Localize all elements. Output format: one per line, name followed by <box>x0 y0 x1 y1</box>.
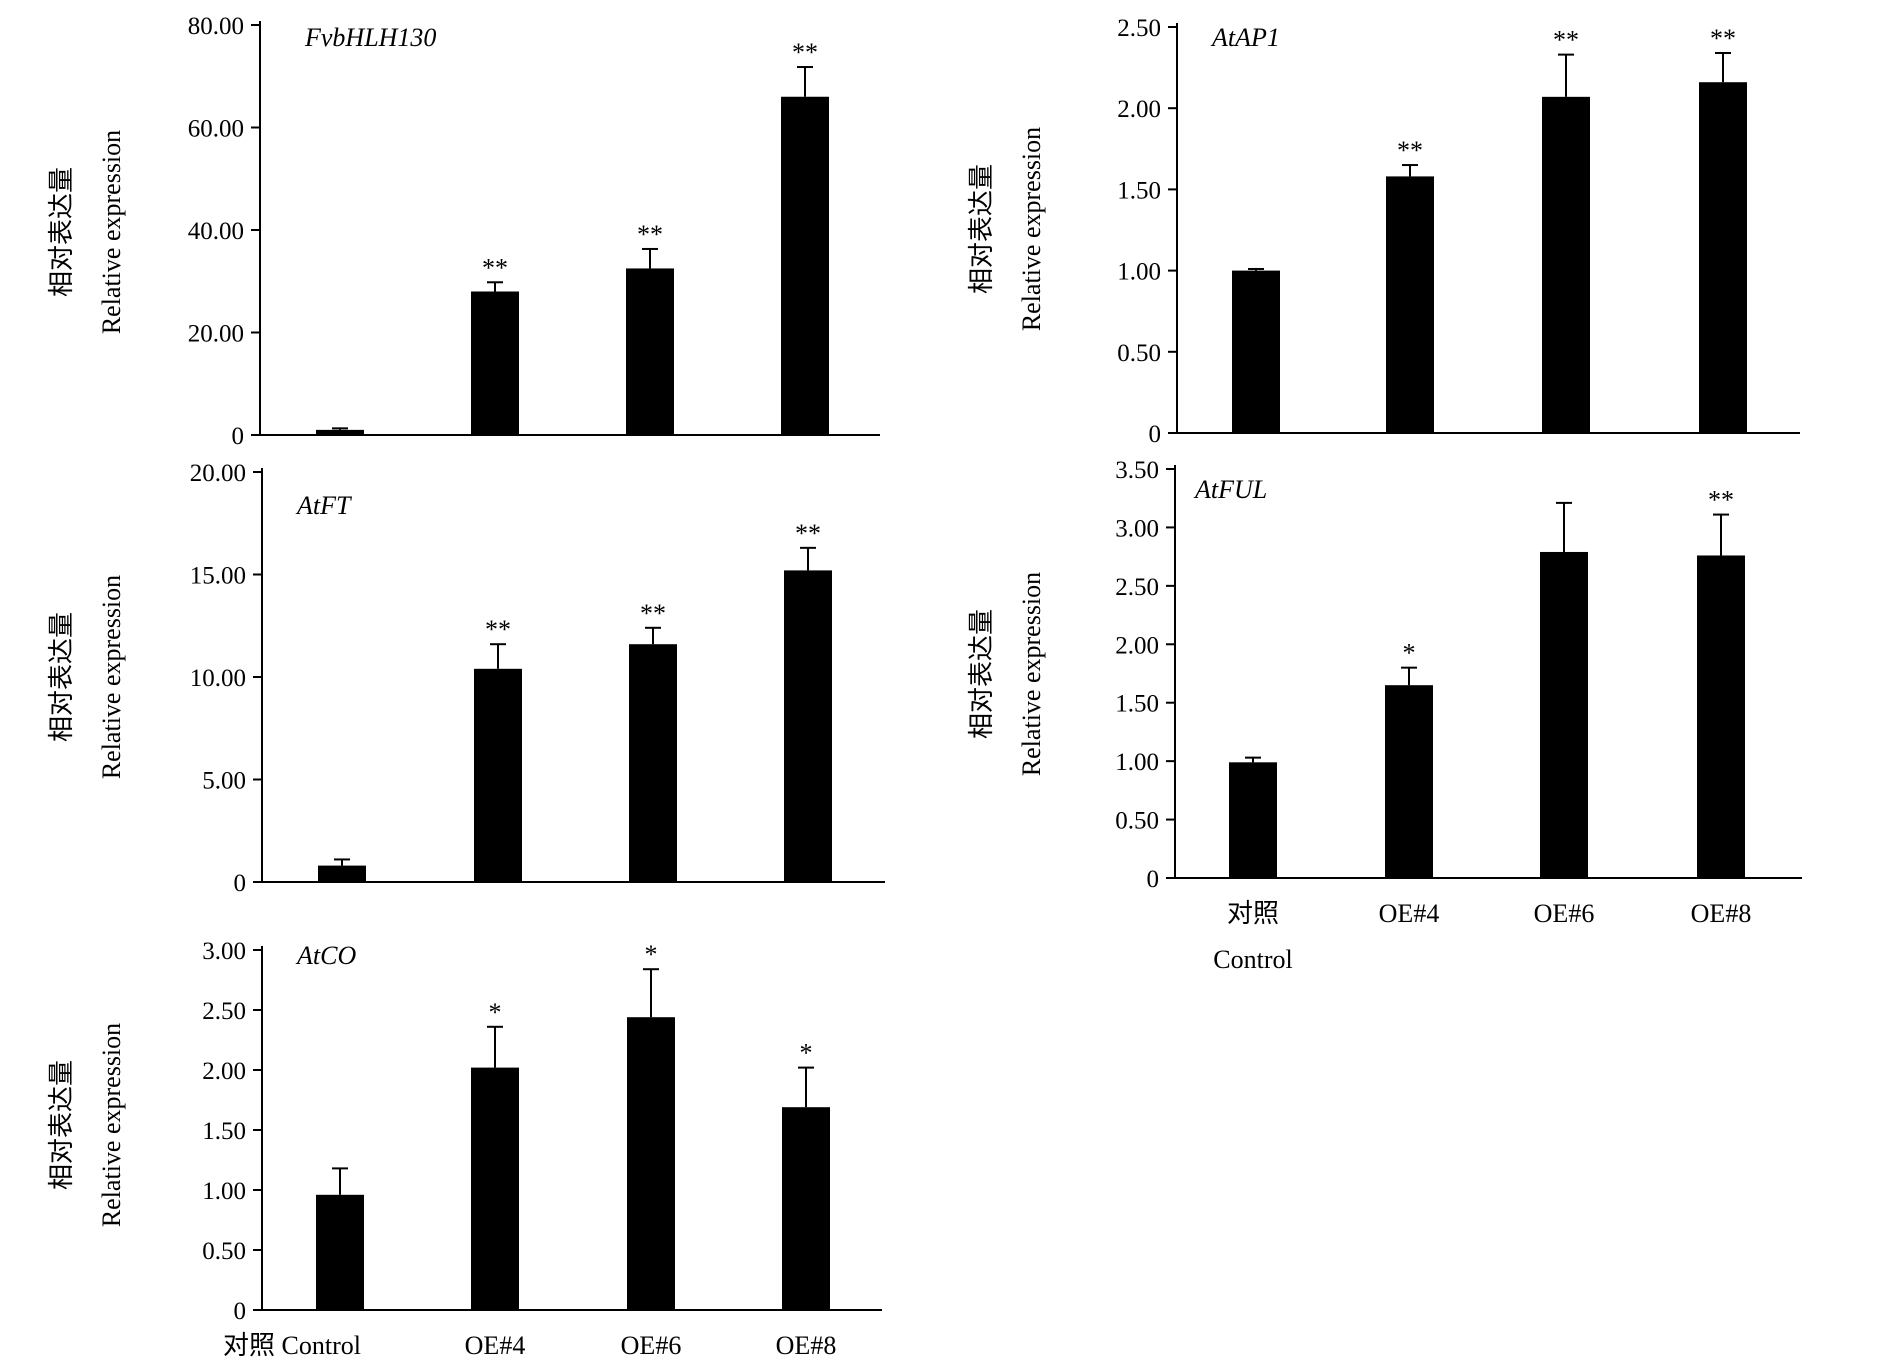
y-tick-label: 5.00 <box>202 768 246 795</box>
bar-OE#4 <box>1385 685 1433 878</box>
y-tick-label: 2.00 <box>1117 96 1161 123</box>
y-axis-label-cn: 相对表达量 <box>47 612 76 742</box>
y-tick-label: 3.00 <box>202 938 246 965</box>
x-category-label: 对照 Control <box>223 1331 361 1360</box>
y-axis-label-cn: 相对表达量 <box>47 1060 76 1190</box>
bar-OE#8 <box>1697 555 1745 878</box>
bar-OE#6 <box>629 644 677 882</box>
significance-mark: ** <box>485 615 511 644</box>
bar-OE#8 <box>782 1107 830 1310</box>
bar-OE#6 <box>627 1017 675 1310</box>
y-tick-label: 0.50 <box>202 1238 246 1265</box>
significance-mark: ** <box>1710 24 1736 53</box>
x-category-label: OE#8 <box>1691 899 1752 928</box>
bar-OE#8 <box>1699 82 1747 433</box>
significance-mark: * <box>1403 639 1416 668</box>
y-axis-label-cn: 相对表达量 <box>47 167 76 297</box>
bar-OE#4 <box>471 1067 519 1310</box>
y-tick-label: 40.00 <box>188 218 244 245</box>
y-tick-label: 1.00 <box>1117 259 1161 286</box>
chart-title: AtFUL <box>1193 475 1267 504</box>
y-tick-label: 10.00 <box>190 665 246 692</box>
significance-mark: * <box>800 1039 813 1068</box>
x-category-label: OE#4 <box>465 1331 526 1360</box>
y-axis-label-cn: 相对表达量 <box>967 609 996 739</box>
significance-mark: ** <box>1553 26 1579 55</box>
bar-对照 Control <box>318 865 366 882</box>
chart-title: FvbHLH130 <box>304 23 436 52</box>
y-tick-label: 15.00 <box>190 563 246 590</box>
y-tick-label: 2.50 <box>202 998 246 1025</box>
y-tick-label: 2.50 <box>1117 15 1161 42</box>
bar-OE#8 <box>781 96 829 435</box>
chart-panel-AtFUL: 0 0.50 1.00 1.50 2.00 2.50 3.00 3.50 相对表达量 Relati… <box>967 457 1802 974</box>
significance-mark: ** <box>792 38 818 67</box>
chart-title: AtFT <box>295 491 352 520</box>
x-category-label: OE#6 <box>1534 899 1595 928</box>
y-tick-label: 2.50 <box>1115 574 1159 601</box>
bar-对照 Control <box>316 429 364 435</box>
y-tick-label: 1.00 <box>1115 749 1159 776</box>
significance-mark: ** <box>1397 136 1423 165</box>
x-category-label: 对照 <box>1227 899 1279 928</box>
chart-panel-AtAP1: 0 0.50 1.00 1.50 2.00 2.50 相对表达量 Relative expre… <box>967 15 1800 448</box>
y-tick-label: 1.50 <box>202 1118 246 1145</box>
y-tick-label: 3.00 <box>1115 515 1159 542</box>
y-tick-label: 1.00 <box>202 1178 246 1205</box>
y-tick-label: 0 <box>1149 421 1162 448</box>
bar-OE#6 <box>1540 551 1588 878</box>
x-category-label: Control <box>1213 945 1292 974</box>
chart-panel-FvbHLH130: 0 20.00 40.00 60.00 80.00 相对表达量 Relative expre… <box>47 13 880 450</box>
chart-title: AtAP1 <box>1210 23 1280 52</box>
y-tick-label: 80.00 <box>188 13 244 40</box>
significance-mark: * <box>645 940 658 969</box>
bar-OE#4 <box>474 668 522 882</box>
significance-mark: * <box>489 998 502 1027</box>
y-tick-label: 0 <box>234 1298 247 1325</box>
chart-panel-AtFT: 0 5.00 10.00 15.00 20.00 相对表达量 Relative expres… <box>47 460 885 897</box>
significance-mark: ** <box>795 519 821 548</box>
significance-mark: ** <box>640 599 666 628</box>
chart-panel-AtCO: 0 0.50 1.00 1.50 2.00 2.50 3.00 相对表达量 Relative e… <box>47 938 882 1360</box>
y-tick-label: 0 <box>232 423 245 450</box>
y-tick-label: 20.00 <box>188 321 244 348</box>
y-tick-label: 60.00 <box>188 116 244 143</box>
bar-对照 Control <box>316 1194 364 1310</box>
y-tick-label: 1.50 <box>1115 691 1159 718</box>
x-category-label: OE#8 <box>776 1331 837 1360</box>
y-tick-label: 2.00 <box>202 1058 246 1085</box>
bar-OE#8 <box>784 570 832 882</box>
y-tick-label: 3.50 <box>1115 457 1159 484</box>
y-tick-label: 20.00 <box>190 460 246 487</box>
bar-对照 Control <box>1232 270 1280 433</box>
y-axis-label-en: Relative expression <box>1017 127 1046 331</box>
significance-mark: ** <box>482 253 508 282</box>
y-tick-label: 0.50 <box>1117 340 1161 367</box>
bar-OE#6 <box>1542 96 1590 433</box>
y-tick-label: 0 <box>1147 866 1160 893</box>
chart-title: AtCO <box>295 941 356 970</box>
y-axis-label-en: Relative expression <box>1017 572 1046 776</box>
bar-对照 Control <box>1229 762 1277 878</box>
y-axis-label-cn: 相对表达量 <box>967 164 996 294</box>
significance-mark: ** <box>637 220 663 249</box>
y-tick-label: 0.50 <box>1115 808 1159 835</box>
y-axis-label-en: Relative expression <box>97 130 126 334</box>
significance-mark: ** <box>1708 486 1734 515</box>
y-tick-label: 0 <box>234 870 247 897</box>
y-axis-label-en: Relative expression <box>97 1023 126 1227</box>
x-category-label: OE#4 <box>1379 899 1440 928</box>
x-category-label: OE#6 <box>621 1331 682 1360</box>
bar-OE#4 <box>471 291 519 435</box>
bar-OE#4 <box>1386 176 1434 433</box>
bar-OE#6 <box>626 268 674 435</box>
y-tick-label: 1.50 <box>1117 177 1161 204</box>
y-tick-label: 2.00 <box>1115 632 1159 659</box>
y-axis-label-en: Relative expression <box>97 575 126 779</box>
